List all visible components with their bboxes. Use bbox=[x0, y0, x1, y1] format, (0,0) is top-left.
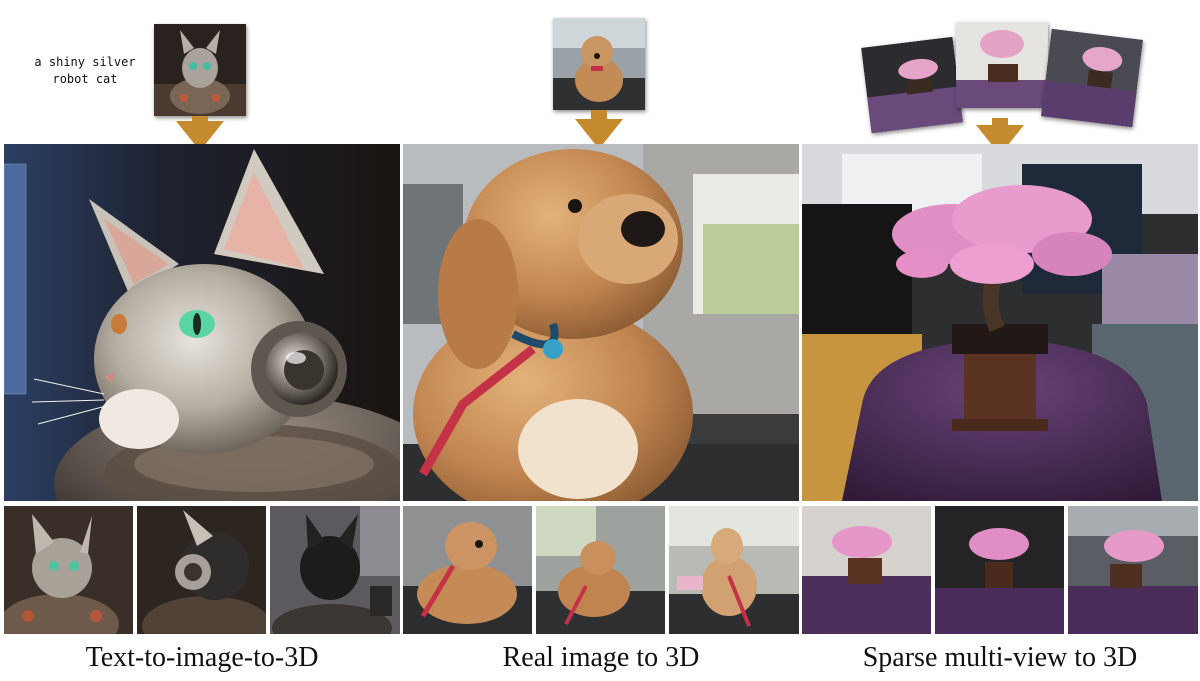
novel-view-1 bbox=[802, 506, 931, 634]
novel-view-3 bbox=[669, 506, 799, 634]
novel-view-3 bbox=[270, 506, 400, 634]
novel-view-3 bbox=[1068, 506, 1198, 634]
input-view-3 bbox=[1040, 28, 1144, 128]
text-prompt-text: a shiny silver robot cat bbox=[34, 55, 136, 86]
novel-views bbox=[403, 506, 799, 634]
input-real-image bbox=[553, 18, 645, 110]
novel-view-2 bbox=[137, 506, 266, 634]
main-render-dog bbox=[403, 144, 799, 501]
novel-view-2 bbox=[536, 506, 665, 634]
novel-views bbox=[802, 506, 1198, 634]
panel-real-image-to-3d: Real image to 3D bbox=[403, 0, 799, 681]
caption-sparse-multi-view-to-3d: Sparse multi-view to 3D bbox=[862, 642, 1138, 673]
caption-real-image-to-3d: Real image to 3D bbox=[502, 642, 700, 673]
main-render-robot-cat bbox=[4, 144, 400, 501]
main-render-bonsai bbox=[802, 144, 1198, 501]
input-view-1 bbox=[861, 36, 963, 134]
novel-views bbox=[4, 506, 400, 634]
input-view-2 bbox=[956, 22, 1048, 108]
input-generated-image bbox=[154, 24, 246, 116]
novel-view-1 bbox=[4, 506, 133, 634]
novel-view-2 bbox=[935, 506, 1064, 634]
caption-text-to-image-to-3d: Text-to-image-to-3D bbox=[85, 642, 319, 673]
panel-text-to-image-to-3d: a shiny silver robot cat bbox=[4, 0, 400, 681]
novel-view-1 bbox=[403, 506, 532, 634]
text-prompt: a shiny silver robot cat bbox=[26, 54, 144, 88]
panel-sparse-multi-view-to-3d: Sparse multi-view to 3D bbox=[802, 0, 1198, 681]
